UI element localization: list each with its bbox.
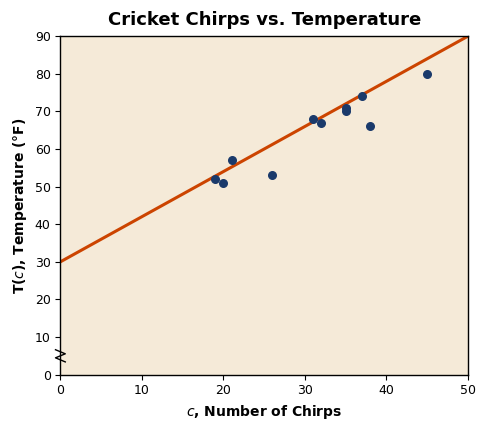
Point — [268, 172, 276, 179]
Title: Cricket Chirps vs. Temperature: Cricket Chirps vs. Temperature — [108, 11, 421, 29]
Point — [358, 93, 366, 100]
Point — [423, 70, 431, 77]
Point — [220, 179, 227, 186]
Point — [211, 176, 219, 183]
Point — [227, 157, 235, 164]
Y-axis label: T($\it{c}$), Temperature (°F): T($\it{c}$), Temperature (°F) — [11, 118, 29, 293]
Point — [318, 119, 325, 126]
Point — [342, 104, 350, 111]
Point — [342, 108, 350, 115]
Point — [366, 123, 374, 130]
X-axis label: $\it{c}$, Number of Chirps: $\it{c}$, Number of Chirps — [186, 403, 342, 421]
Point — [309, 115, 317, 122]
